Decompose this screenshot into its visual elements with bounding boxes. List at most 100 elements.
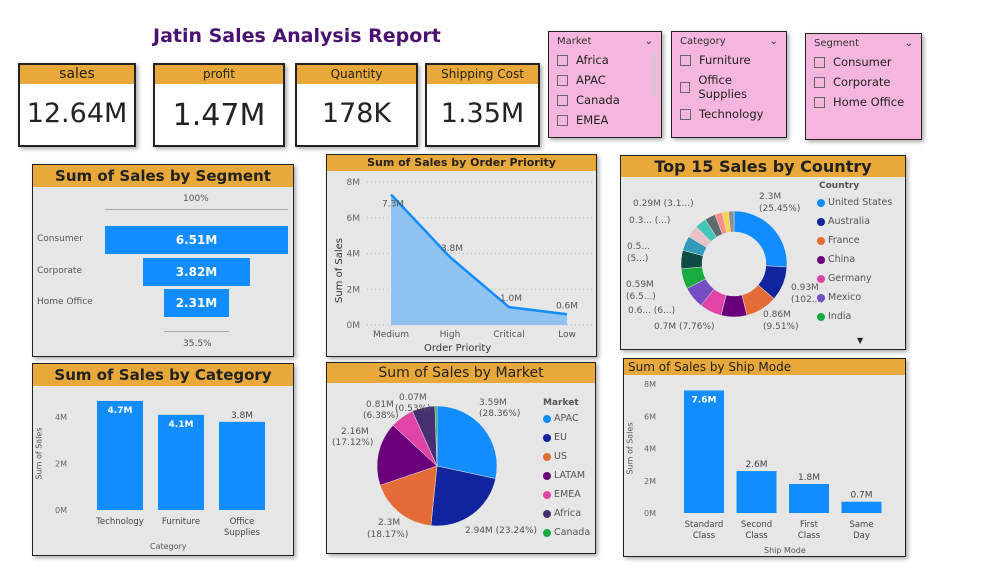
legend-item[interactable]: China xyxy=(817,254,855,265)
y-tick-label: 8M xyxy=(644,380,656,389)
market-slicer[interactable]: Market ⌄ Africa APAC Canada EMEA xyxy=(548,31,662,138)
checkbox[interactable] xyxy=(814,96,825,108)
legend-item[interactable]: EMEA xyxy=(543,489,581,500)
funnel-bar[interactable]: 3.82M xyxy=(142,258,251,286)
country-donut-chart: Top 15 Sales by Country 2.3M (25.45%) 0.… xyxy=(620,155,906,350)
data-label: 0.7M xyxy=(850,491,872,501)
kpi-sales: sales 12.64M xyxy=(18,63,136,147)
legend-item[interactable]: Canada xyxy=(543,527,590,538)
checkbox[interactable] xyxy=(557,94,568,106)
category-slicer[interactable]: Category ⌄ Furniture Office Supplies Tech… xyxy=(671,31,787,138)
slicer-item[interactable]: Africa xyxy=(557,53,653,67)
slicer-item[interactable]: Furniture xyxy=(680,53,778,67)
legend-item[interactable]: APAC xyxy=(543,413,579,424)
legend-label: Australia xyxy=(828,216,871,227)
scrollbar[interactable] xyxy=(653,52,657,98)
data-label: 4.1M xyxy=(169,420,194,430)
legend-item[interactable]: Mexico xyxy=(817,292,861,303)
legend-label: Canada xyxy=(554,527,591,538)
legend-item[interactable]: United States xyxy=(817,197,892,208)
data-label: 2.3M xyxy=(378,518,401,528)
funnel-bar[interactable]: 6.51M xyxy=(105,226,288,254)
slicer-item-label: Furniture xyxy=(699,53,751,67)
x-tick-label: Furniture xyxy=(162,517,200,527)
chart-title: Sum of Sales by Segment xyxy=(33,165,293,187)
kpi-label: Quantity xyxy=(297,65,416,84)
legend-label: EMEA xyxy=(554,489,581,500)
legend-item[interactable]: LATAM xyxy=(543,470,585,481)
legend-marker xyxy=(543,528,551,537)
kpi-quantity: Quantity 178K xyxy=(295,63,418,147)
legend-marker xyxy=(817,217,825,226)
y-tick-label: 4M xyxy=(644,445,656,454)
slicer-item-label: EMEA xyxy=(576,113,609,127)
x-tick-label: First xyxy=(800,520,819,530)
chevron-down-icon[interactable]: ⌄ xyxy=(904,38,913,49)
checkbox[interactable] xyxy=(557,54,568,66)
data-label: 0.29M (3.1...) xyxy=(633,199,694,209)
slicer-item[interactable]: Technology xyxy=(680,107,778,121)
x-tick-label: Second xyxy=(741,520,772,530)
funnel-bar[interactable]: 2.31M xyxy=(164,289,229,317)
data-label: (6.5...) xyxy=(626,292,656,302)
x-tick-label: Technology xyxy=(95,517,144,527)
slicer-item[interactable]: APAC xyxy=(557,73,653,87)
kpi-label: profit xyxy=(155,65,283,84)
chevron-down-icon[interactable]: ⌄ xyxy=(769,36,778,47)
slicer-item[interactable]: Office Supplies xyxy=(680,73,778,101)
x-tick-label: Critical xyxy=(493,330,524,340)
legend-item[interactable]: Germany xyxy=(817,273,872,284)
checkbox[interactable] xyxy=(814,76,825,88)
checkbox[interactable] xyxy=(557,114,568,126)
slicer-item-label: Technology xyxy=(699,107,764,121)
slicer-item-label: Corporate xyxy=(833,75,891,89)
segment-slicer[interactable]: Segment ⌄ Consumer Corporate Home Office xyxy=(805,33,922,140)
kpi-value: 178K xyxy=(321,98,392,129)
data-label: 2.6M xyxy=(745,460,767,470)
y-axis-title: Sum of Sales xyxy=(34,427,44,480)
slicer-item[interactable]: Canada xyxy=(557,93,653,107)
checkbox[interactable] xyxy=(680,108,691,120)
bar xyxy=(736,471,777,513)
slicer-item[interactable]: Home Office xyxy=(814,95,913,109)
y-tick-label: 2M xyxy=(644,477,656,486)
legend-label: India xyxy=(828,311,852,322)
chevron-down-icon[interactable]: ⌄ xyxy=(644,36,653,47)
slicer-item[interactable]: Consumer xyxy=(814,55,913,69)
bottom-percent: 35.5% xyxy=(183,339,212,349)
legend-item[interactable]: Africa xyxy=(543,508,581,519)
x-tick-label: Supplies xyxy=(224,528,261,538)
legend-marker xyxy=(817,274,825,283)
data-label: 2.3M xyxy=(759,192,782,202)
x-tick-label: Low xyxy=(558,330,576,340)
data-label: 3.8M xyxy=(231,411,253,421)
legend-title: Country xyxy=(819,181,860,191)
legend-item[interactable]: EU xyxy=(543,432,567,443)
data-label: (6.38%) xyxy=(363,411,399,421)
slicer-title: Category xyxy=(680,36,726,47)
category-bar-chart: Sum of Sales by Category 0M 2M 4M 4.7M Techn… xyxy=(32,363,294,556)
kpi-value: 1.47M xyxy=(172,98,266,133)
checkbox[interactable] xyxy=(680,54,691,66)
y-tick-label: 0M xyxy=(644,509,656,518)
bar-plot: 0M 2M 4M 4.7M Technology 4.1M Furniture 3.8M Off… xyxy=(55,400,265,538)
slice xyxy=(733,210,788,268)
legend-scroll-down-icon[interactable]: ▼ xyxy=(857,336,864,345)
checkbox[interactable] xyxy=(680,81,691,93)
legend-item[interactable]: Australia xyxy=(817,216,870,227)
slicer-item[interactable]: EMEA xyxy=(557,113,653,127)
checkbox[interactable] xyxy=(814,56,825,68)
x-tick-label: Class xyxy=(745,531,768,541)
legend-item[interactable]: France xyxy=(817,235,860,246)
slicer-item-label: APAC xyxy=(576,73,606,87)
data-label: (0.53%) xyxy=(395,404,431,414)
checkbox[interactable] xyxy=(557,74,568,86)
slicer-item[interactable]: Corporate xyxy=(814,75,913,89)
bar xyxy=(97,400,143,510)
legend-marker xyxy=(817,236,825,245)
data-label: (17.12%) xyxy=(332,438,374,448)
data-label: 7.3M xyxy=(382,200,404,210)
legend-item[interactable]: India xyxy=(817,311,851,322)
legend-item[interactable]: US xyxy=(543,451,567,462)
x-tick-label: Standard xyxy=(685,520,724,530)
